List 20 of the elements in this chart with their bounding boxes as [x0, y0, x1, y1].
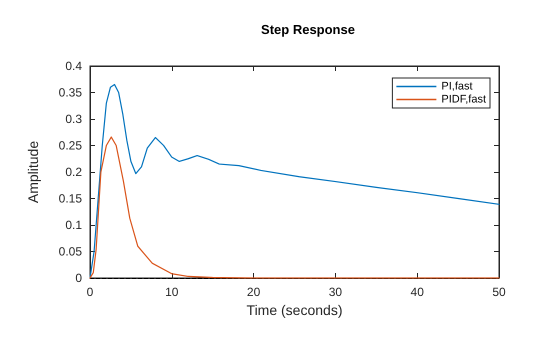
y-tick-label: 0.05 — [58, 244, 82, 258]
x-tick-label: 40 — [410, 285, 424, 299]
y-tick-label: 0.15 — [58, 192, 82, 206]
x-tick-label: 30 — [328, 285, 342, 299]
y-tick-label: 0.2 — [65, 165, 82, 179]
y-axis-title: Amplitude — [25, 140, 41, 204]
y-tick-label: 0 — [75, 271, 82, 285]
legend-label: PI,fast — [441, 80, 473, 92]
y-tick-label: 0.3 — [65, 112, 82, 126]
x-tick-label: 10 — [165, 285, 179, 299]
x-tick-label: 20 — [246, 285, 261, 299]
y-tick-label: 0.1 — [65, 218, 82, 232]
x-tick-label: 0 — [86, 285, 94, 299]
y-tick-label: 0.25 — [58, 138, 82, 152]
x-axis-title: Time (seconds) — [246, 302, 342, 318]
y-tick-label: 0.4 — [65, 59, 82, 73]
legend-label: PIDF,fast — [441, 94, 486, 106]
x-tick-label: 50 — [492, 285, 506, 299]
y-tick-label: 0.35 — [58, 86, 82, 100]
chart-title: Step Response — [261, 22, 355, 37]
